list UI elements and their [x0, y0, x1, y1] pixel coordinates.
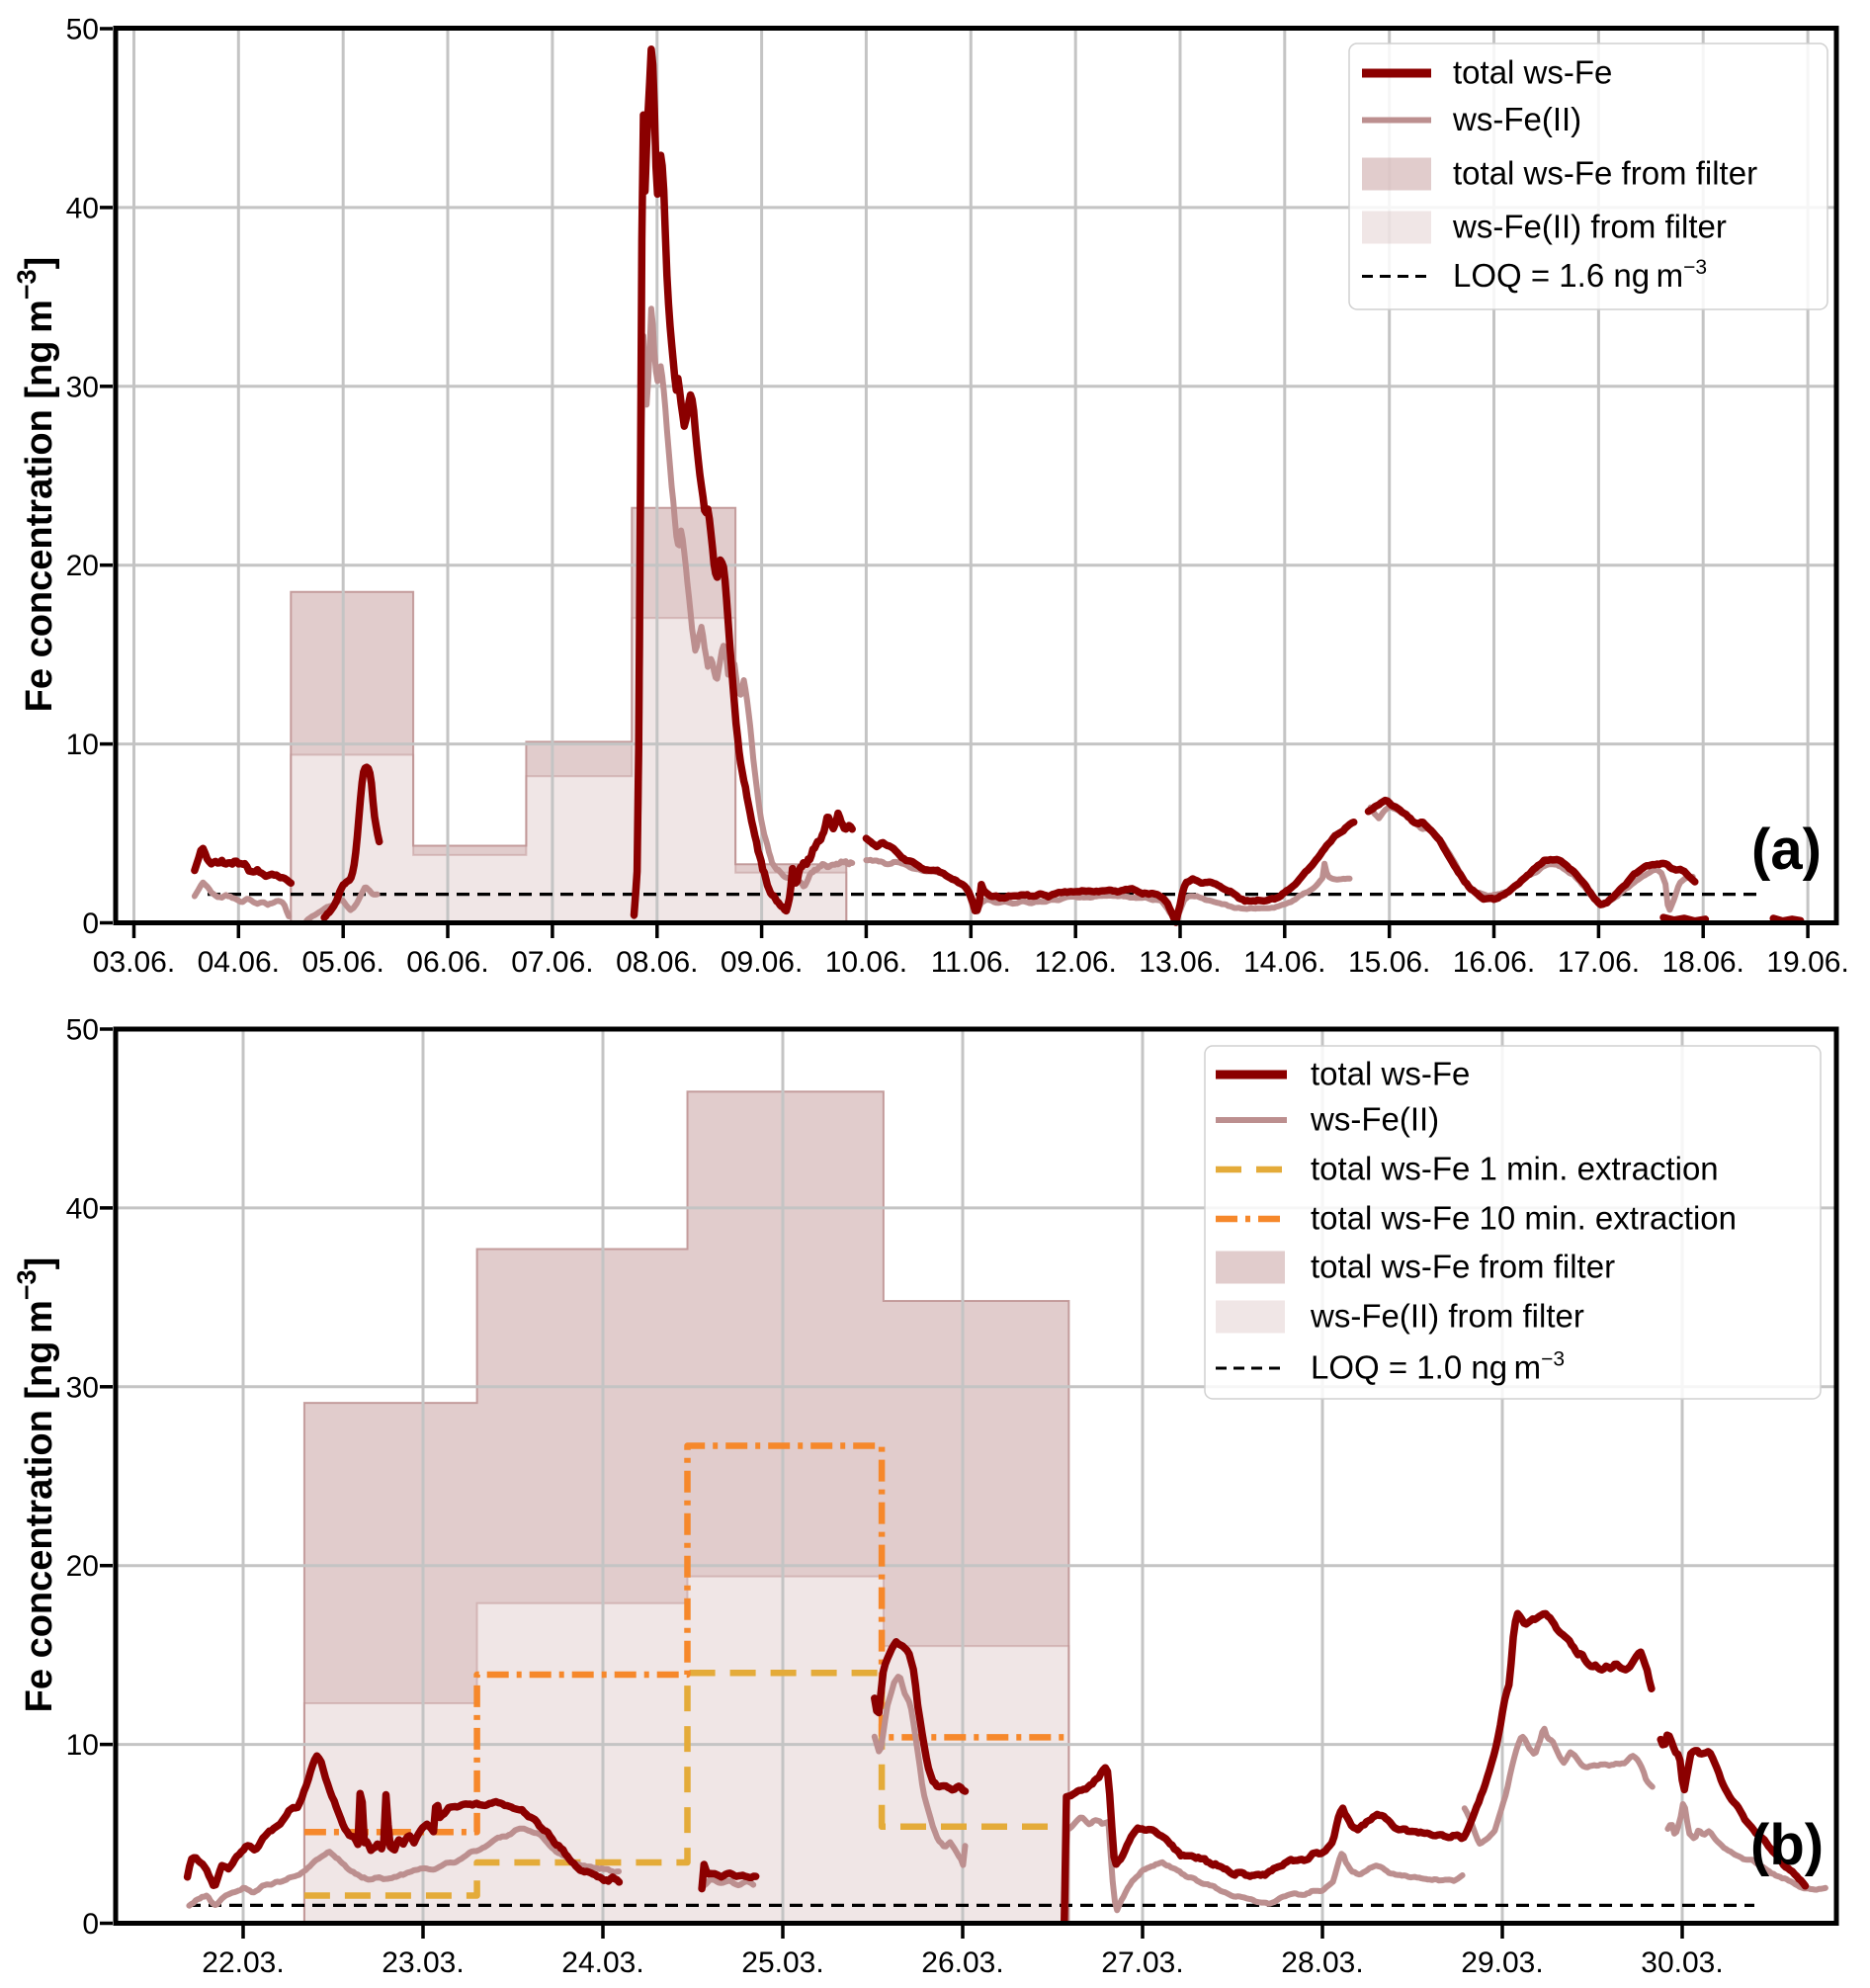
svg-text:20: 20: [66, 550, 99, 582]
svg-text:total ws-Fe 10 min. extraction: total ws-Fe 10 min. extraction: [1311, 1200, 1737, 1237]
svg-text:27.03.: 27.03.: [1101, 1946, 1183, 1979]
svg-text:ws-Fe(II) from filter: ws-Fe(II) from filter: [1452, 209, 1727, 245]
svg-text:Fe concentration [ng m−3]: Fe concentration [ng m−3]: [12, 257, 60, 713]
svg-text:08.06.: 08.06.: [616, 946, 698, 979]
svg-text:06.06.: 06.06.: [406, 946, 488, 979]
svg-text:total ws-Fe 1 min. extraction: total ws-Fe 1 min. extraction: [1311, 1151, 1719, 1187]
svg-text:10: 10: [66, 1729, 99, 1762]
svg-text:0: 0: [82, 1908, 99, 1941]
svg-text:23.03.: 23.03.: [382, 1946, 464, 1979]
svg-text:30: 30: [66, 1371, 99, 1404]
svg-text:total ws-Fe: total ws-Fe: [1453, 54, 1612, 91]
svg-text:total ws-Fe from filter: total ws-Fe from filter: [1453, 155, 1757, 192]
svg-text:13.06.: 13.06.: [1139, 946, 1221, 979]
svg-text:16.06.: 16.06.: [1453, 946, 1535, 979]
svg-text:20: 20: [66, 1550, 99, 1583]
svg-text:Fe concentration [ng m−3]: Fe concentration [ng m−3]: [12, 1257, 60, 1713]
svg-text:17.06.: 17.06.: [1558, 946, 1640, 979]
svg-text:05.06.: 05.06.: [301, 946, 383, 979]
svg-text:40: 40: [66, 192, 99, 224]
svg-text:15.06.: 15.06.: [1348, 946, 1430, 979]
svg-text:ws-Fe(II): ws-Fe(II): [1310, 1101, 1439, 1138]
svg-text:total ws-Fe: total ws-Fe: [1311, 1056, 1470, 1092]
svg-text:30.03.: 30.03.: [1641, 1946, 1723, 1979]
svg-text:26.03.: 26.03.: [921, 1946, 1003, 1979]
svg-text:14.06.: 14.06.: [1243, 946, 1325, 979]
svg-text:22.03.: 22.03.: [202, 1946, 284, 1979]
svg-text:04.06.: 04.06.: [198, 946, 280, 979]
svg-text:50: 50: [66, 1014, 99, 1047]
svg-text:10.06.: 10.06.: [825, 946, 907, 979]
svg-text:19.06.: 19.06.: [1766, 946, 1848, 979]
svg-text:ws-Fe(II) from filter: ws-Fe(II) from filter: [1310, 1298, 1584, 1335]
svg-text:11.06.: 11.06.: [931, 946, 1011, 979]
svg-text:12.06.: 12.06.: [1034, 946, 1116, 979]
svg-text:30: 30: [66, 371, 99, 403]
svg-text:LOQ = 1.0 ng m−3: LOQ = 1.0 ng m−3: [1311, 1348, 1565, 1386]
svg-text:09.06.: 09.06.: [721, 946, 803, 979]
svg-text:(a): (a): [1751, 818, 1822, 882]
svg-text:40: 40: [66, 1192, 99, 1225]
svg-text:ws-Fe(II): ws-Fe(II): [1452, 101, 1581, 137]
svg-text:07.06.: 07.06.: [511, 946, 593, 979]
svg-text:0: 0: [82, 908, 99, 940]
svg-text:10: 10: [66, 729, 99, 761]
svg-text:18.06.: 18.06.: [1661, 946, 1743, 979]
svg-text:24.03.: 24.03.: [561, 1946, 643, 1979]
svg-text:28.03.: 28.03.: [1281, 1946, 1363, 1979]
svg-text:29.03.: 29.03.: [1461, 1946, 1543, 1979]
svg-text:LOQ = 1.6 ng m−3: LOQ = 1.6 ng m−3: [1453, 256, 1707, 294]
svg-text:total ws-Fe from filter: total ws-Fe from filter: [1311, 1249, 1615, 1285]
svg-text:(b): (b): [1750, 1813, 1824, 1877]
svg-text:50: 50: [66, 14, 99, 46]
svg-text:25.03.: 25.03.: [741, 1946, 823, 1979]
svg-text:03.06.: 03.06.: [93, 946, 175, 979]
